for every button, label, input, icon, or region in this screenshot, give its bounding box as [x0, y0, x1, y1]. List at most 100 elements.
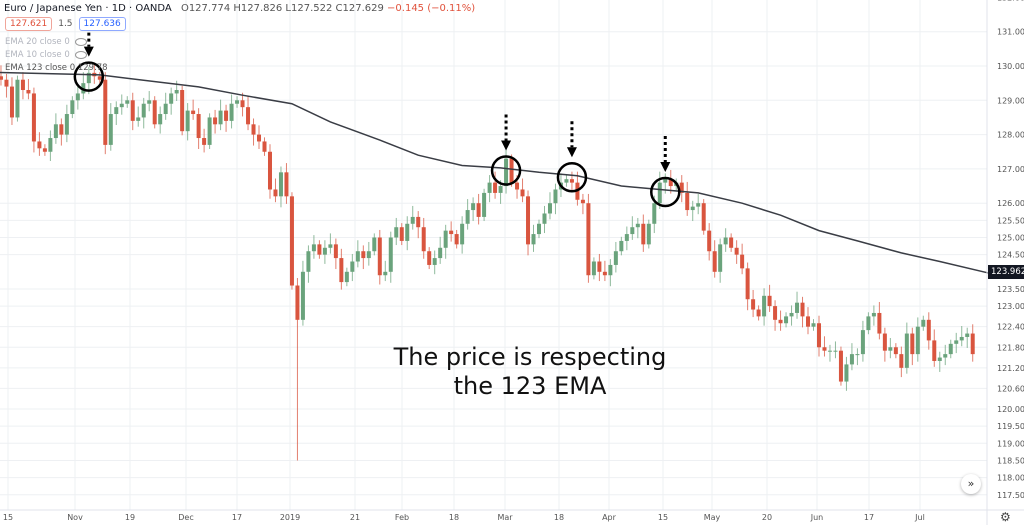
candle-down [196, 108, 201, 150]
candle-body [311, 244, 316, 252]
annotation-marks [73, 20, 681, 208]
candle-up [487, 175, 492, 203]
candle-up [355, 240, 360, 268]
candle-body [427, 251, 432, 265]
time-tick-label: Feb [395, 513, 409, 522]
time-tick-label: 15 [3, 513, 13, 522]
candle-body [855, 354, 860, 356]
candle-up [784, 312, 789, 328]
buy-button[interactable]: 127.636 [78, 17, 126, 31]
candle-body [580, 199, 585, 204]
candle-body [289, 196, 294, 286]
candle-body [0, 76, 3, 80]
candle-body [180, 90, 185, 132]
candle-up [762, 288, 767, 326]
arrow-down-icon [83, 46, 94, 57]
candle-down [262, 137, 267, 156]
candle-up [646, 219, 651, 249]
candle-body [970, 333, 975, 355]
candle-down [267, 144, 272, 199]
candle-body [893, 347, 898, 355]
candle-body [679, 182, 684, 193]
candle-body [86, 72, 91, 84]
candle-up [542, 205, 547, 234]
candle-body [361, 251, 366, 259]
candle-body [262, 141, 267, 152]
candle-body [586, 203, 591, 276]
candle-body [734, 247, 739, 255]
candle-up [915, 317, 920, 362]
candle-down [773, 300, 778, 331]
time-tick-label: 17 [864, 513, 874, 522]
candle-down [751, 289, 756, 318]
candle-body [322, 247, 327, 255]
candle-down [822, 336, 827, 357]
candle-body [278, 172, 283, 197]
time-axis[interactable]: 15 Nov 19 Dec 17 2019 21 Feb 18 Mar 18 Apr 15 May 20 Ju… [3, 513, 925, 522]
candle-up [827, 344, 832, 362]
ema-price-tag: 123.962 [988, 265, 1024, 279]
sell-button[interactable]: 127.621 [5, 17, 53, 31]
indicator-ema-20[interactable]: EMA 20 close 0 [5, 37, 87, 47]
candle-body [712, 251, 717, 272]
candle-up [833, 341, 838, 359]
candle-up [948, 339, 953, 359]
trade-buttons: 127.621 1.5 127.636 [5, 17, 126, 31]
time-tick-label: Jul [914, 513, 925, 522]
gear-icon[interactable]: ⚙ [1000, 510, 1011, 524]
candle-down [701, 199, 706, 235]
candle-down [317, 240, 322, 259]
eye-icon[interactable] [74, 51, 87, 59]
candle-body [882, 333, 887, 351]
candle-body [355, 251, 360, 262]
candle-down [509, 154, 514, 187]
annotation-line-1: The price is respecting [393, 343, 667, 371]
candle-body [443, 230, 448, 248]
candle-body [482, 192, 487, 217]
candle-body [191, 110, 196, 115]
candle-up [860, 320, 865, 362]
candle-body [449, 230, 454, 235]
candle-body [816, 323, 821, 348]
indicator-ema-123[interactable]: EMA 123 close 0 129.78 [5, 63, 108, 73]
candle-body [48, 138, 53, 152]
candle-up [114, 101, 119, 125]
price-tick-label: 120.000 [997, 405, 1024, 414]
candle-up [163, 92, 168, 120]
candle-body [169, 93, 174, 104]
candle-body [838, 350, 843, 382]
price-tick-label: 118.000 [997, 474, 1024, 483]
candle-body [399, 227, 404, 241]
time-tick-label: 17 [232, 513, 242, 522]
symbol-title[interactable]: Euro / Japanese Yen · 1D · OANDA [4, 3, 172, 14]
candle-down [9, 77, 14, 125]
candle-up [229, 94, 234, 129]
indicator-label: EMA 10 close 0 [5, 50, 70, 60]
candle-body [465, 210, 470, 224]
candle-up [965, 327, 970, 348]
candle-body [42, 148, 47, 152]
time-tick-label: 18 [449, 513, 459, 522]
candle-body [388, 237, 393, 272]
candle-down [668, 169, 673, 194]
candle-body [493, 182, 498, 193]
candle-body [246, 107, 251, 125]
candle-down [778, 310, 783, 331]
eye-icon[interactable] [74, 38, 87, 46]
price-axis[interactable]: 132.000 131.000 130.000 129.000 128.000 127.0… [997, 0, 1024, 500]
candle-body [657, 182, 662, 204]
candle-body [685, 192, 690, 211]
candle-down [224, 104, 229, 132]
candle-down [37, 132, 42, 156]
candle-up [278, 166, 283, 208]
candle-body [926, 319, 931, 341]
price-tick-label: 132.000 [997, 0, 1024, 2]
time-tick-label: 21 [350, 513, 360, 522]
candle-down [800, 296, 805, 328]
indicator-ema-10[interactable]: EMA 10 close 0 [5, 50, 87, 60]
candle-down [679, 175, 684, 203]
price-tick-label: 125.500 [997, 216, 1024, 225]
scroll-to-realtime-button[interactable]: » [961, 474, 981, 494]
candle-body [251, 124, 256, 135]
